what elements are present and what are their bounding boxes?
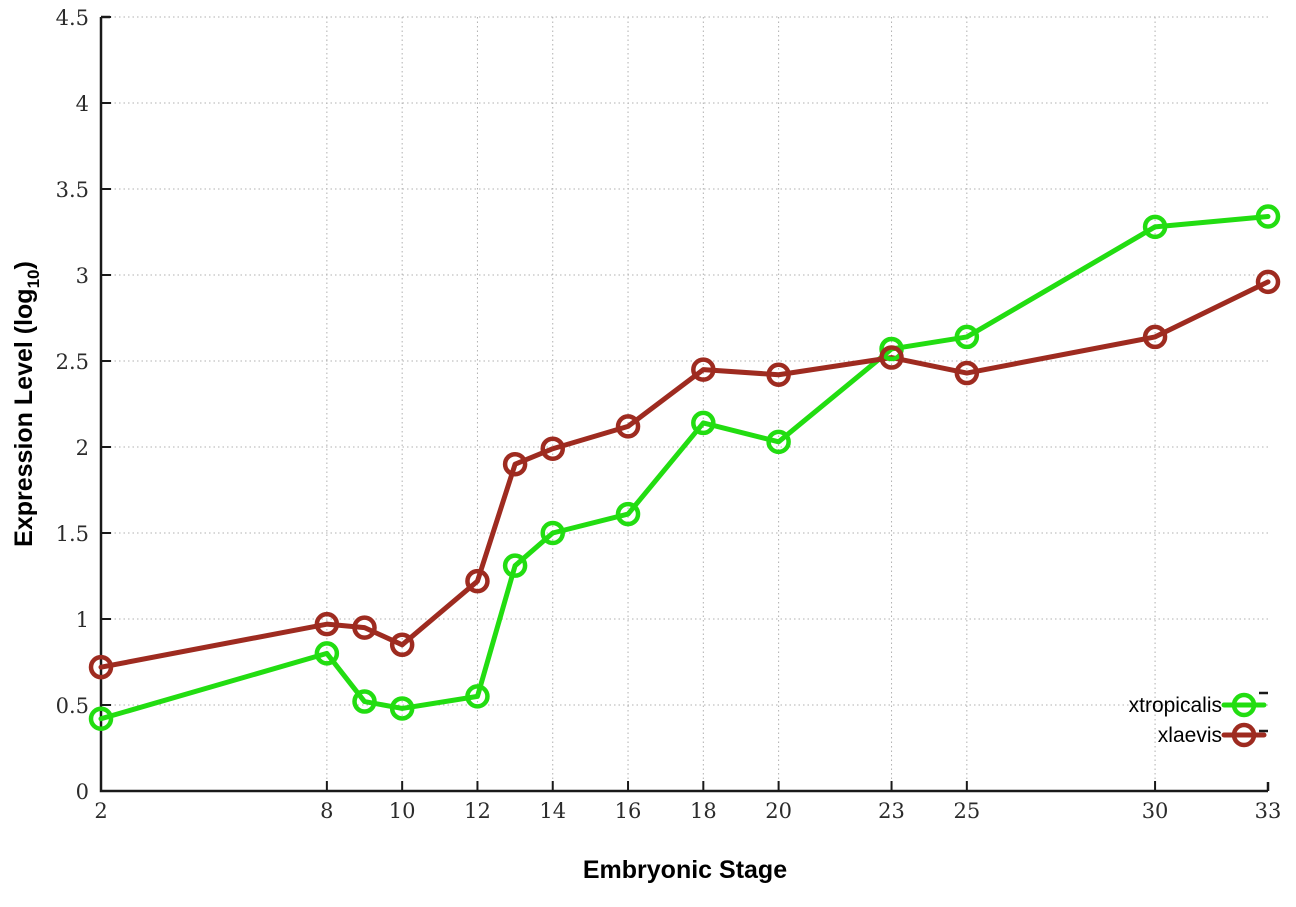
x-axis-title-text: Embryonic Stage — [583, 856, 787, 884]
y-axis-title-subscript: 10 — [24, 269, 43, 288]
x-axis-tick-label: 14 — [539, 799, 566, 823]
x-axis-title: Embryonic Stage — [583, 856, 787, 884]
y-axis-ticks — [101, 16, 111, 792]
data-point-xtropicalis[interactable] — [502, 553, 528, 578]
y-axis-tick-label: 0.5 — [56, 694, 89, 718]
x-axis-tick-label: 16 — [615, 799, 642, 823]
data-point-xtropicalis[interactable] — [1255, 204, 1281, 229]
series-markers-group — [88, 204, 1281, 732]
data-point-xtropicalis[interactable] — [1142, 214, 1168, 240]
data-point-xtropicalis[interactable] — [352, 689, 377, 714]
series-lines-group — [98, 214, 1271, 722]
data-point-xlaevis[interactable] — [88, 654, 114, 680]
x-axis-tick-label: 20 — [765, 799, 792, 823]
series-line-xtropicalis — [98, 214, 1271, 722]
data-point-xtropicalis[interactable] — [389, 696, 415, 721]
data-point-xlaevis[interactable] — [691, 357, 716, 382]
data-point-xlaevis[interactable] — [1255, 269, 1281, 295]
legend-swatch-marker-xtropicalis — [1231, 692, 1257, 718]
x-axis-tick-label: 33 — [1255, 799, 1282, 823]
y-axis-tick-label: 2 — [76, 436, 89, 460]
series-line-xlaevis — [98, 279, 1271, 670]
data-point-xlaevis[interactable] — [1142, 324, 1168, 350]
y-axis-tick-label: 4 — [76, 92, 89, 116]
x-axis-tick-label: 23 — [878, 799, 905, 823]
data-point-xlaevis[interactable] — [389, 632, 415, 658]
y-axis-tick-label: 1.5 — [56, 522, 89, 546]
data-point-xlaevis[interactable] — [879, 345, 904, 370]
data-point-xlaevis[interactable] — [540, 436, 565, 461]
legend-label-xlaevis[interactable]: xlaevis — [1158, 724, 1222, 747]
x-axis-tick-label: 10 — [389, 799, 416, 823]
data-point-xtropicalis[interactable] — [615, 501, 641, 527]
x-axis-tick-label: 30 — [1142, 799, 1169, 823]
y-axis-title-text: Expression Level (log10) — [10, 261, 43, 547]
y-axis-title-tail: ) — [10, 261, 38, 269]
y-axis-tick-label: 2.5 — [56, 350, 89, 374]
data-point-xlaevis[interactable] — [954, 360, 980, 386]
legend — [1259, 691, 1268, 733]
data-point-xtropicalis[interactable] — [88, 706, 114, 732]
data-point-xtropicalis[interactable] — [540, 520, 565, 546]
gridlines-group — [101, 16, 1268, 706]
data-point-xlaevis[interactable] — [314, 611, 340, 637]
y-axis-tick-label: 3.5 — [56, 178, 89, 202]
y-axis-title-main: Expression Level (log — [10, 288, 38, 546]
y-axis-tick-label: 0 — [76, 780, 89, 804]
data-point-xlaevis[interactable] — [465, 568, 490, 594]
data-point-xtropicalis[interactable] — [465, 684, 490, 709]
data-point-xlaevis[interactable] — [352, 615, 377, 640]
data-point-xlaevis[interactable] — [615, 414, 641, 439]
legend-label-xtropicalis[interactable]: xtropicalis — [1129, 694, 1222, 717]
data-point-xtropicalis[interactable] — [954, 324, 980, 350]
y-axis-title: Expression Level (log10) — [10, 261, 43, 547]
data-point-xtropicalis[interactable] — [766, 429, 791, 455]
y-axis-tick-labels: 0 0.5 1 1.5 2 2.5 3 3.5 4 4.5 — [56, 6, 89, 804]
data-point-xlaevis[interactable] — [766, 362, 791, 388]
y-axis-tick-label: 3 — [76, 264, 89, 288]
x-axis-tick-label: 12 — [464, 799, 491, 823]
y-axis-tick-label: 4.5 — [56, 6, 89, 30]
y-axis-tick-label: 1 — [76, 608, 89, 632]
data-point-xlaevis[interactable] — [502, 451, 528, 477]
x-axis-tick-label: 25 — [953, 799, 980, 823]
x-axis-tick-labels: 2 8 10 12 14 16 18 20 23 25 30 33 — [94, 799, 1281, 823]
legend-swatch-marker-xlaevis — [1231, 722, 1257, 748]
legend-items: xtropicalis xlaevis — [1129, 692, 1267, 748]
x-axis-tick-label: 2 — [94, 799, 107, 823]
data-point-xtropicalis[interactable] — [314, 641, 340, 666]
data-point-xtropicalis[interactable] — [691, 410, 716, 436]
x-axis-tick-label: 8 — [320, 799, 333, 823]
data-point-xtropicalis[interactable] — [879, 336, 904, 362]
x-axis-tick-label: 18 — [690, 799, 717, 823]
x-axis-ticks — [325, 781, 1157, 791]
